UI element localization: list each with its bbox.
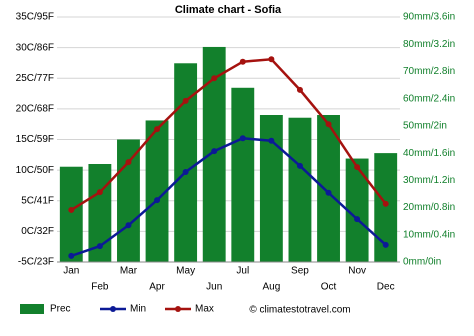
bar: [259, 115, 283, 262]
x-tick-label: Jul: [236, 266, 249, 277]
source: © climatestotravel.com: [249, 305, 350, 316]
bar: [374, 153, 398, 262]
bar: [231, 87, 255, 263]
chart-title: Climate chart - Sofia: [175, 4, 282, 16]
x-tick-label: Oct: [321, 282, 337, 293]
point: [354, 164, 361, 171]
bar: [345, 158, 369, 262]
x-tick-label: Aug: [262, 282, 280, 293]
point: [154, 197, 161, 204]
x-tick-label: Feb: [91, 282, 109, 293]
x-tick-label: Sep: [291, 266, 309, 277]
point: [125, 159, 132, 166]
y2-tick-label: 10mm/0.4in: [403, 229, 455, 240]
legend-swatch: [110, 306, 116, 312]
point: [239, 58, 246, 65]
bar: [174, 63, 198, 263]
y-tick-label: 5C/41F: [21, 195, 54, 206]
y-tick-label: 20C/68F: [16, 104, 54, 115]
point: [325, 189, 332, 196]
point: [239, 135, 246, 142]
y2-tick-label: 50mm/2in: [403, 121, 447, 132]
y-tick-label: 30C/86F: [16, 42, 54, 53]
y-tick-label: -5C/23F: [18, 257, 54, 268]
y2-tick-label: 40mm/1.6in: [403, 148, 455, 159]
legend-label: Min: [130, 304, 146, 315]
y-tick-label: 25C/77F: [16, 73, 54, 84]
point: [125, 222, 132, 229]
bar: [317, 115, 340, 262]
point: [68, 206, 75, 213]
point: [325, 121, 332, 128]
y-tick-label: 0C/32F: [21, 226, 54, 237]
point: [182, 168, 189, 175]
point: [382, 241, 389, 248]
point: [154, 126, 161, 133]
point: [268, 56, 275, 63]
point: [211, 75, 218, 82]
point: [382, 200, 389, 207]
line: [70, 57, 387, 211]
bar: [88, 164, 112, 262]
line: [70, 137, 387, 258]
y-tick-label: 35C/95F: [16, 12, 54, 23]
point: [68, 252, 75, 259]
y2-tick-label: 30mm/1.2in: [403, 175, 455, 186]
point: [296, 162, 303, 169]
point: [354, 216, 361, 223]
legend-label: Max: [195, 304, 214, 315]
x-tick-label: Nov: [348, 266, 366, 277]
bar: [59, 166, 83, 262]
y2-tick-label: 70mm/2.8in: [403, 66, 455, 77]
bar: [145, 120, 169, 262]
bar: [117, 139, 140, 262]
y2-tick-label: 0mm/0in: [403, 257, 441, 268]
x-tick-label: Mar: [120, 266, 138, 277]
y-tick-label: 15C/59F: [16, 134, 54, 145]
x-tick-label: May: [176, 266, 195, 277]
bar: [288, 117, 312, 262]
legend-label: Prec: [50, 304, 71, 315]
x-tick-label: Dec: [377, 282, 395, 293]
x-tick-label: Jun: [206, 282, 222, 293]
y2-tick-label: 60mm/2.4in: [403, 93, 455, 104]
point: [96, 243, 103, 250]
y2-tick-label: 20mm/0.8in: [403, 202, 455, 213]
point: [268, 137, 275, 144]
point: [296, 86, 303, 93]
y2-tick-label: 90mm/3.6in: [403, 12, 455, 23]
x-tick-label: Jan: [63, 266, 79, 277]
x-tick-label: Apr: [149, 282, 165, 293]
legend-swatch: [175, 306, 181, 312]
point: [96, 189, 103, 196]
y-tick-label: 10C/50F: [16, 165, 54, 176]
legend-swatch: [20, 304, 44, 314]
point: [182, 97, 189, 104]
y2-tick-label: 80mm/3.2in: [403, 39, 455, 50]
point: [211, 148, 218, 155]
bar: [202, 46, 226, 262]
